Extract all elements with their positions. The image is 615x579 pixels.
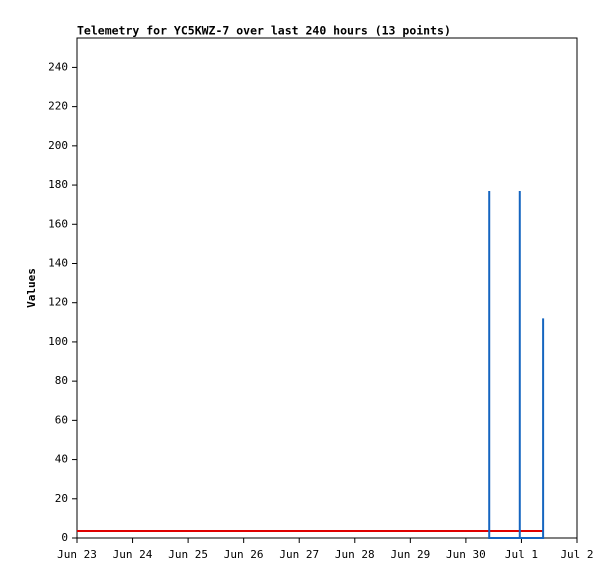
chart-title: Telemetry for YC5KWZ-7 over last 240 hou… <box>77 24 451 38</box>
y-tick-label: 80 <box>55 374 68 387</box>
x-tick-label: Jun 24 <box>113 548 153 561</box>
y-tick-label: 40 <box>55 453 68 466</box>
x-tick-label: Jun 29 <box>390 548 430 561</box>
y-tick-label: 220 <box>48 100 68 113</box>
plot-frame <box>76 37 578 539</box>
y-tick-label: 20 <box>55 492 68 505</box>
y-tick-label: 200 <box>48 139 68 152</box>
y-tick-label: 160 <box>48 217 68 230</box>
y-tick-label: 100 <box>48 335 68 348</box>
y-axis-label: Values <box>25 268 38 308</box>
y-tick-label: 60 <box>55 413 68 426</box>
y-tick-label: 140 <box>48 256 68 269</box>
y-tick-label: 240 <box>48 60 68 73</box>
y-tick-label: 0 <box>61 531 68 544</box>
x-tick-label: Jul 1 <box>505 548 538 561</box>
x-tick-label: Jun 28 <box>335 548 375 561</box>
x-tick-label: Jun 26 <box>224 548 264 561</box>
x-tick-label: Jul 2 <box>560 548 593 561</box>
y-tick-label: 120 <box>48 296 68 309</box>
x-tick-label: Jun 30 <box>446 548 486 561</box>
x-tick-label: Jun 23 <box>57 548 97 561</box>
x-tick-label: Jun 27 <box>279 548 319 561</box>
x-tick-label: Jun 25 <box>168 548 208 561</box>
series-line <box>488 190 545 539</box>
y-tick-label: 180 <box>48 178 68 191</box>
